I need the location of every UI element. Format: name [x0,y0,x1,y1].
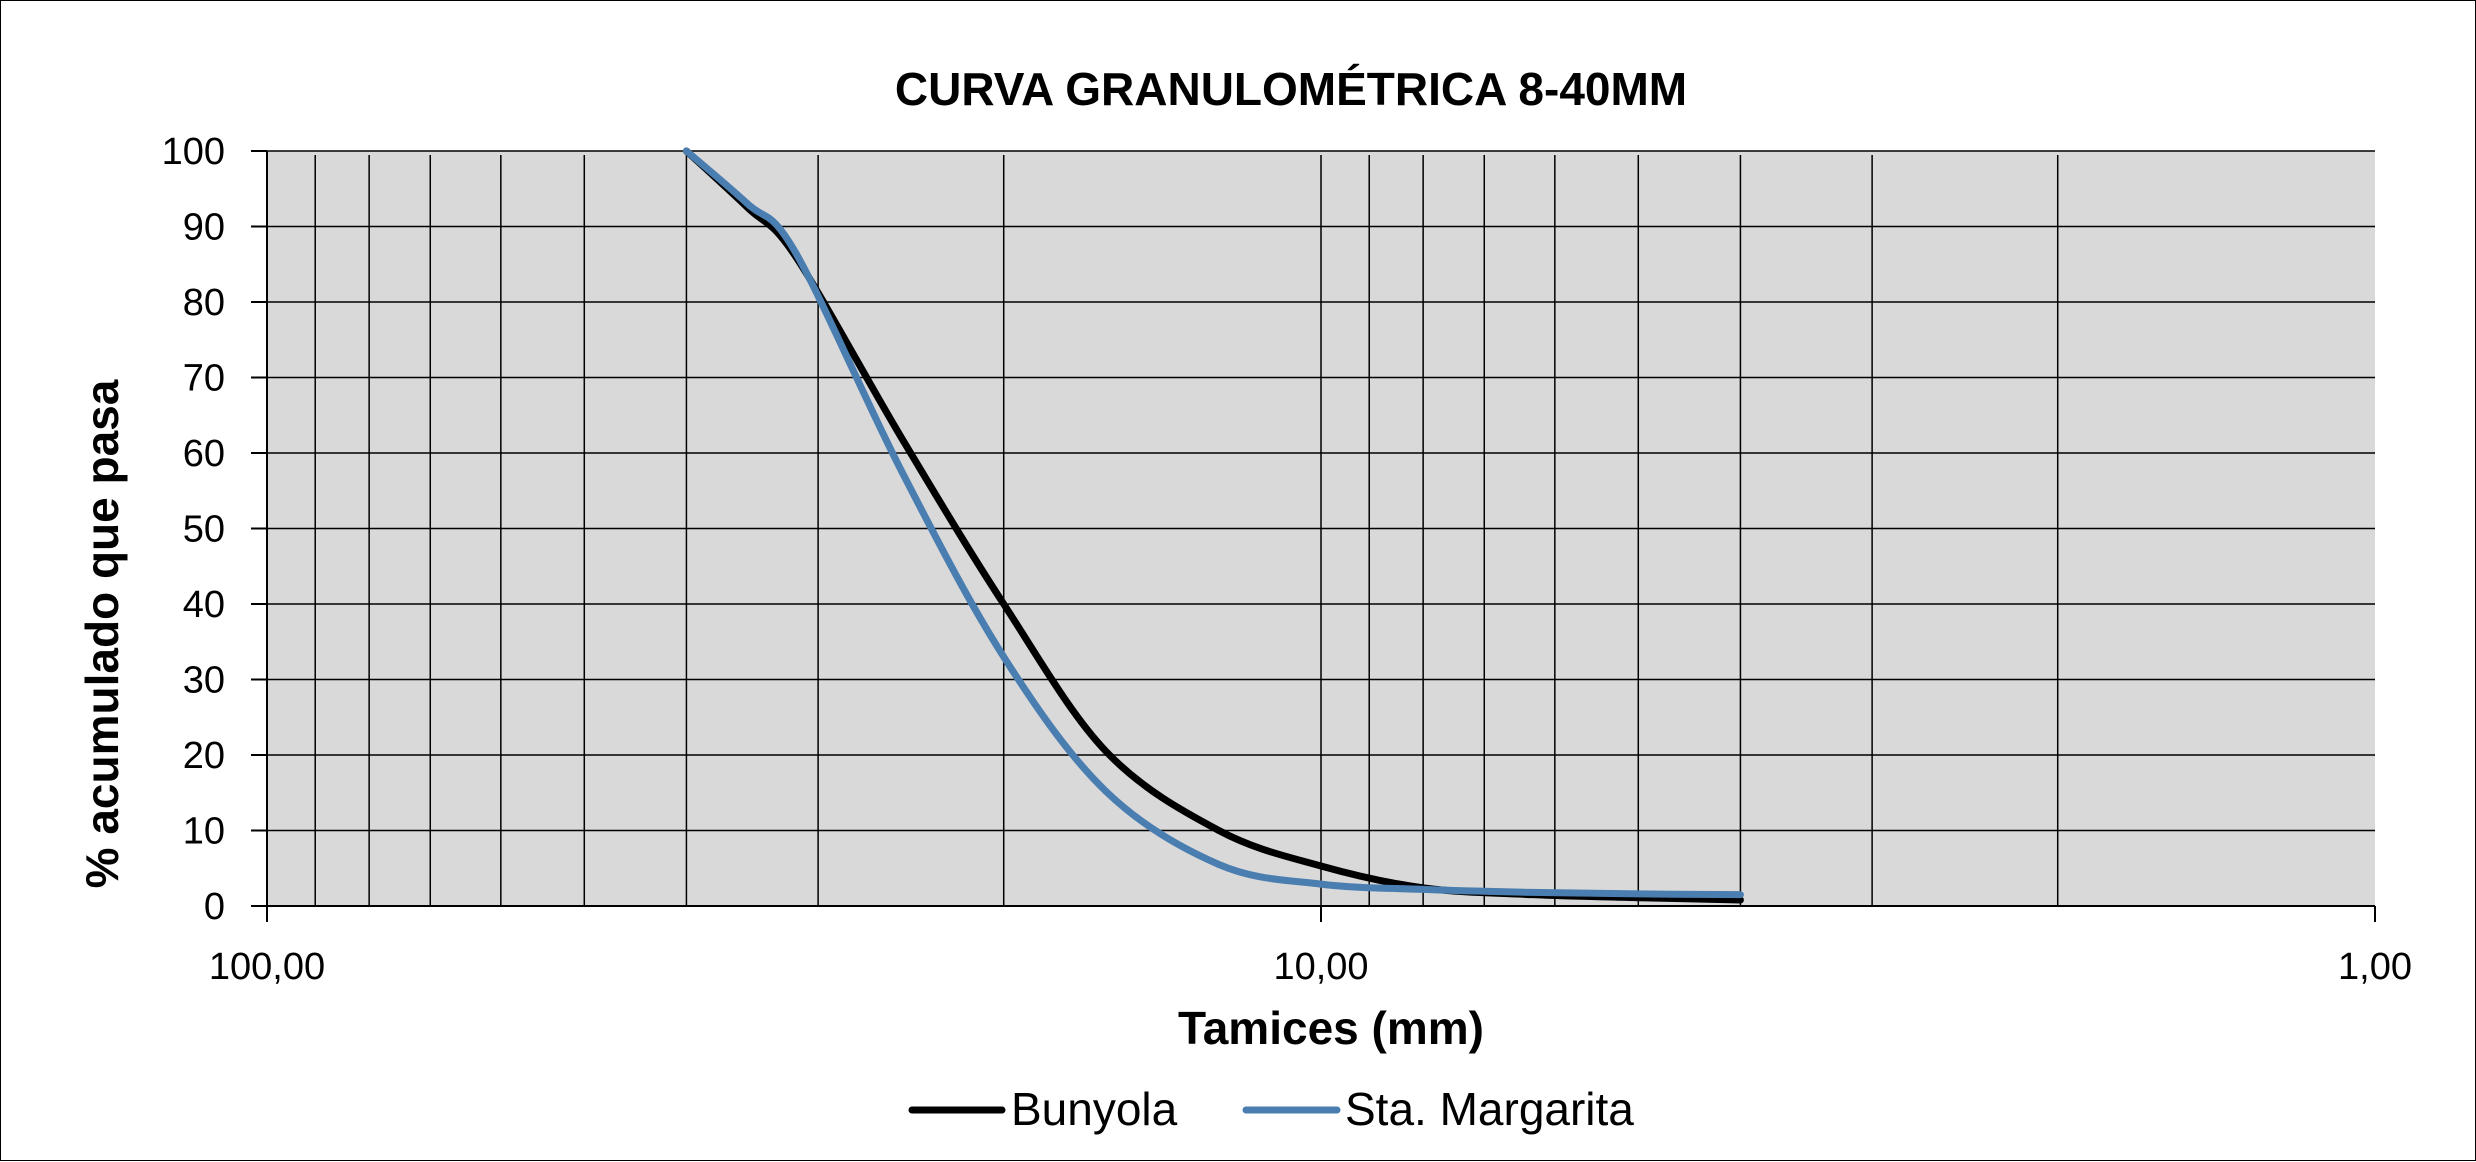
y-tick-label: 0 [204,886,225,928]
gridlines [267,150,2375,906]
y-tick-label: 60 [183,433,225,475]
legend-item-sta-margarita[interactable]: Sta. Margarita [1242,1083,1634,1135]
y-tick-label: 20 [183,735,225,777]
x-tick-label: 1,00 [2338,946,2412,988]
y-tick-label: 100 [162,131,225,173]
y-tick-label: 70 [183,358,225,400]
legend-label: Bunyola [1011,1083,1178,1135]
series-line-sta-margarita [682,147,1744,899]
x-axis-ticks: 100,00 10,00 1,00 [209,906,2412,988]
y-tick-label: 30 [183,660,225,702]
x-tick-label: 100,00 [209,946,325,988]
y-axis-ticks: 0 10 20 30 40 50 60 70 80 90 100 [162,131,267,928]
x-tick-label: 10,00 [1273,946,1368,988]
y-tick-label: 40 [183,584,225,626]
y-tick-label: 10 [183,811,225,853]
y-tick-label: 50 [183,509,225,551]
x-axis-title: Tamices (mm) [1178,1002,1484,1054]
legend-label: Sta. Margarita [1345,1083,1634,1135]
legend: Bunyola Sta. Margarita [908,1083,1634,1135]
legend-item-bunyola[interactable]: Bunyola [908,1083,1178,1135]
y-tick-label: 90 [183,207,225,249]
chart-title: CURVA GRANULOMÉTRICA 8-40MM [895,63,1687,115]
y-tick-label: 80 [183,282,225,324]
y-axis-title: % acumulado que pasa [76,379,128,888]
series-lines [682,147,1744,904]
